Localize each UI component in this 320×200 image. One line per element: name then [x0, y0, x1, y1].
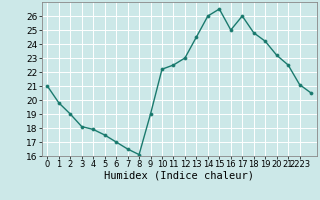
X-axis label: Humidex (Indice chaleur): Humidex (Indice chaleur) [104, 171, 254, 181]
